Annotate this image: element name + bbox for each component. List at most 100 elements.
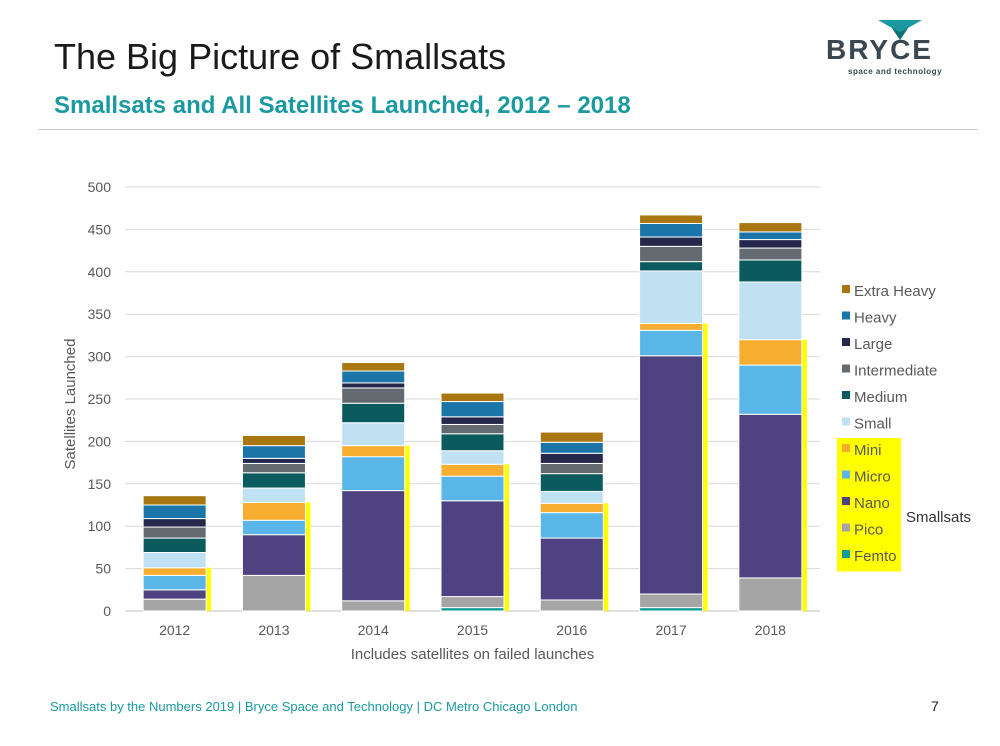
bar-segment-medium [341,402,406,424]
bar-segment-nano [440,500,505,598]
smallsat-highlight-bar [702,323,708,611]
bar-segment-extra-heavy [738,222,803,233]
y-tick-label: 400 [88,264,112,280]
bar-segment-pico [440,596,505,609]
bar-segment-extra-heavy [639,214,704,224]
legend-swatch-small [842,417,850,426]
bar-segment-mini [241,501,306,521]
bar-segment-extra-heavy [142,495,207,506]
bar-segment-medium [539,473,604,492]
bar-segment-pico [738,577,803,612]
y-tick-label: 300 [88,349,112,365]
bar-segment-intermediate [639,245,704,263]
slide-subtitle: Smallsats and All Satellites Launched, 2… [54,92,631,119]
bar-segment-medium [738,259,803,283]
bar-segment-large [539,452,604,464]
smallsat-highlight-bar [603,503,609,611]
bar-segment-heavy [639,222,704,238]
bar-segment-heavy [440,401,505,418]
y-tick-label: 350 [88,306,112,322]
legend-label: Micro [854,469,891,486]
bar-segment-nano [738,413,803,579]
bar-segment-micro [341,456,406,492]
bar-segment-large [142,518,207,528]
x-tick-label: 2016 [556,622,587,638]
legend-label: Extra Heavy [854,283,936,300]
bar-segment-intermediate [738,247,803,261]
bar-segment-medium [639,261,704,272]
bar-segment-intermediate [539,462,604,475]
bar-segment-nano [142,589,207,600]
smallsat-highlight-bar [404,445,410,611]
bar-segment-large [241,457,306,464]
legend-swatch-femto [842,550,850,558]
y-tick-label: 100 [88,518,112,534]
y-tick-label: 50 [95,561,111,577]
bar-segment-micro [639,329,704,357]
bar-segment-small [341,422,406,447]
smallsat-highlight-bar [206,567,212,611]
bar-segment-micro [539,512,604,539]
x-axis-title: Includes satellites on failed launches [351,646,595,663]
bar-segment-micro [241,519,306,536]
smallsat-highlight-bar [305,502,311,611]
bar-segment-femto [440,607,505,612]
x-tick-label: 2013 [258,622,289,638]
bar-segment-intermediate [341,387,406,404]
legend-swatch-mini [842,444,850,452]
bar-segment-large [341,382,406,389]
bar-segment-heavy [738,231,803,241]
footer-text: Smallsats by the Numbers 2019 | Bryce Sp… [50,699,578,714]
x-tick-label: 2017 [655,622,686,638]
y-tick-label: 150 [88,476,112,492]
smallsats-annotation: Smallsats [906,509,971,526]
bar-segment-mini [738,339,803,366]
bar-segment-small [241,487,306,503]
y-tick-label: 450 [88,221,112,237]
logo-wordmark: BRYCE [826,34,933,65]
legend-swatch-nano [842,497,850,505]
bar-segment-mini [440,463,505,477]
bar-segment-large [738,239,803,249]
legend-label: Heavy [854,310,897,327]
bar-segment-heavy [241,445,306,459]
bar-segment-extra-heavy [341,362,406,372]
legend-label: Pico [854,522,883,539]
x-tick-label: 2014 [358,622,389,638]
legend-label: Medium [854,389,907,406]
bar-segment-pico [639,593,704,609]
bar-segment-micro [440,475,505,502]
smallsat-highlight-bar [801,339,807,611]
y-tick-label: 250 [88,391,112,407]
logo-chevron-icon [878,20,922,40]
bar-segment-extra-heavy [440,392,505,403]
bar-segment-medium [440,433,505,452]
x-tick-label: 2012 [159,622,190,638]
bar-segment-medium [241,472,306,489]
bar-segment-small [142,551,207,569]
legend-label: Nano [854,495,890,512]
bar-segment-mini [142,567,207,576]
bar-segment-heavy [341,370,406,384]
legend-label: Femto [854,548,897,565]
page-number: 7 [931,698,939,714]
y-tick-label: 500 [88,179,112,195]
bar-segment-nano [639,355,704,595]
slide-title: The Big Picture of Smallsats [54,36,507,77]
legend-label: Mini [854,442,882,459]
bar-segment-intermediate [241,462,306,474]
bar-segment-nano [241,534,306,576]
y-axis-title: Satellites Launched [62,339,79,470]
bar-segment-nano [539,537,604,601]
bar-segment-nano [341,490,406,602]
bar-segment-small [440,450,505,465]
legend-swatch-medium [842,391,850,399]
bar-segment-extra-heavy [241,434,306,447]
title-divider [38,129,978,130]
bar-segment-heavy [539,441,604,454]
bar-segment-large [440,416,505,425]
bar-segment-pico [341,600,406,612]
legend-swatch-extra-heavy [842,285,850,293]
bar-segment-intermediate [440,423,505,435]
